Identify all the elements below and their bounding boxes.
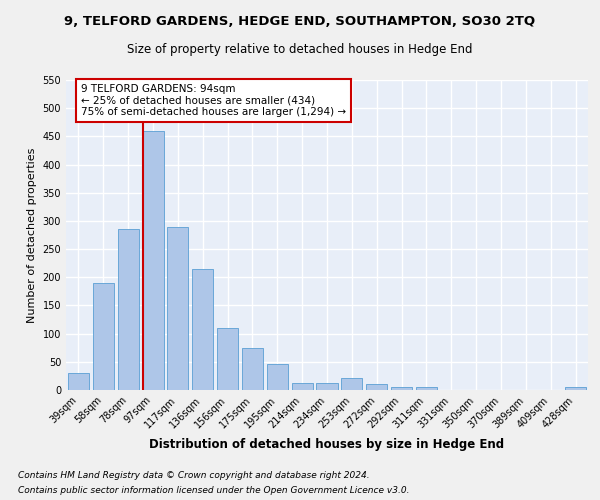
Bar: [242, 348, 263, 390]
Bar: [217, 328, 238, 390]
Text: 9, TELFORD GARDENS, HEDGE END, SOUTHAMPTON, SO30 2TQ: 9, TELFORD GARDENS, HEDGE END, SOUTHAMPT…: [64, 15, 536, 28]
Bar: [267, 364, 288, 390]
Bar: [68, 373, 89, 390]
Bar: [416, 387, 437, 390]
Bar: [316, 382, 338, 390]
Bar: [565, 386, 586, 390]
Bar: [93, 283, 114, 390]
Bar: [391, 387, 412, 390]
Bar: [192, 269, 213, 390]
Text: 9 TELFORD GARDENS: 94sqm
← 25% of detached houses are smaller (434)
75% of semi-: 9 TELFORD GARDENS: 94sqm ← 25% of detach…: [81, 84, 346, 117]
Text: Size of property relative to detached houses in Hedge End: Size of property relative to detached ho…: [127, 42, 473, 56]
Bar: [366, 384, 387, 390]
Text: Contains HM Land Registry data © Crown copyright and database right 2024.: Contains HM Land Registry data © Crown c…: [18, 471, 370, 480]
X-axis label: Distribution of detached houses by size in Hedge End: Distribution of detached houses by size …: [149, 438, 505, 451]
Bar: [341, 378, 362, 390]
Text: Contains public sector information licensed under the Open Government Licence v3: Contains public sector information licen…: [18, 486, 409, 495]
Y-axis label: Number of detached properties: Number of detached properties: [27, 148, 37, 322]
Bar: [142, 130, 164, 390]
Bar: [292, 382, 313, 390]
Bar: [167, 226, 188, 390]
Bar: [118, 230, 139, 390]
